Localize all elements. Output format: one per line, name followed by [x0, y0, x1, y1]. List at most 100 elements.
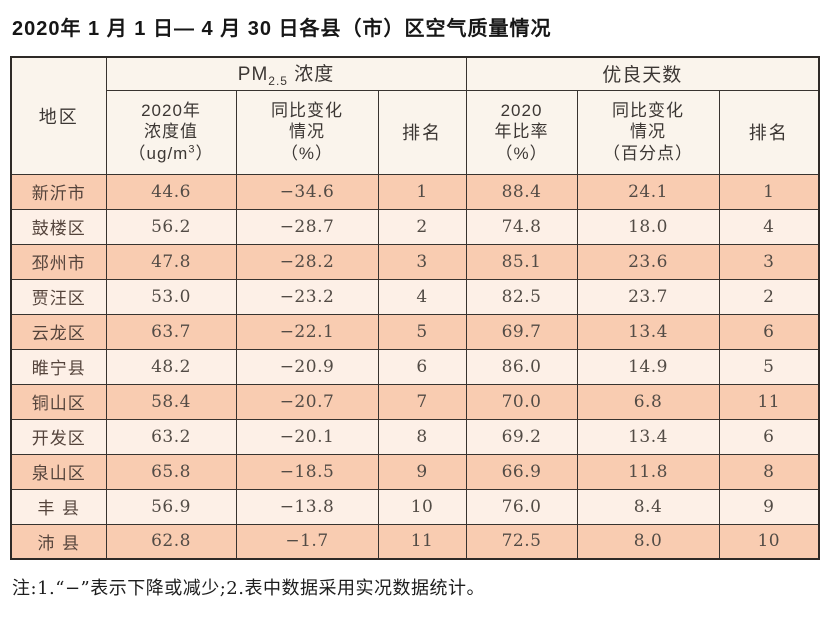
- table-row: 丰 县 56.9 −13.8 10 76.0 8.4 9: [10, 488, 820, 525]
- region-cell: 开发区: [10, 418, 107, 455]
- table-row: 铜山区 58.4 −20.7 7 70.0 6.8 11: [10, 383, 820, 420]
- ratio-rank-cell: 6: [718, 418, 820, 455]
- region-cell: 泉山区: [10, 453, 107, 490]
- col-header-pm-rank: 排名: [377, 89, 467, 175]
- region-cell: 鼓楼区: [10, 208, 107, 245]
- ratio-rank-cell: 6: [718, 313, 820, 350]
- region-cell: 丰 县: [10, 488, 107, 525]
- ratio-change-cell: 11.8: [576, 453, 720, 490]
- ratio-change-cell: 23.6: [576, 243, 720, 280]
- pm-value-cell: 63.7: [105, 313, 237, 350]
- pm-change-cell: −20.9: [235, 348, 379, 385]
- pm-change-cell: −13.8: [235, 488, 379, 525]
- ratio-rank-cell: 9: [718, 488, 820, 525]
- pm-rank-cell: 9: [377, 453, 467, 490]
- region-cell: 沛 县: [10, 523, 107, 560]
- ratio-cell: 82.5: [465, 278, 578, 315]
- region-cell: 云龙区: [10, 313, 107, 350]
- group-header-pm25: PM2.5 浓度: [105, 56, 467, 91]
- table-row: 鼓楼区 56.2 −28.7 2 74.8 18.0 4: [10, 208, 820, 245]
- pm25-label: PM2.5 浓度: [237, 64, 335, 89]
- pm-rank-cell: 3: [377, 243, 467, 280]
- pm-rank-cell: 1: [377, 173, 467, 210]
- region-cell: 铜山区: [10, 383, 107, 420]
- region-cell: 贾汪区: [10, 278, 107, 315]
- pm-change-cell: −20.7: [235, 383, 379, 420]
- pm-change-cell: −1.7: [235, 523, 379, 560]
- header-sub-row: 2020年 浓度值 （ug/m3） 同比变化 情况 （%） 排名 2020 年比…: [11, 89, 820, 175]
- ratio-change-cell: 6.8: [576, 383, 720, 420]
- air-quality-table: 地区 PM2.5 浓度 优良天数 2020年 浓度值 （ug/m3） 同比变化 …: [10, 56, 821, 560]
- ratio-change-cell: 13.4: [576, 418, 720, 455]
- col-header-ratio: 2020 年比率 （%）: [465, 89, 578, 175]
- pm-value-cell: 63.2: [105, 418, 237, 455]
- pm-rank-cell: 6: [377, 348, 467, 385]
- ratio-rank-cell: 5: [718, 348, 820, 385]
- pm-change-cell: −18.5: [235, 453, 379, 490]
- region-cell: 新沂市: [10, 173, 107, 210]
- ratio-rank-cell: 1: [718, 173, 820, 210]
- ratio-cell: 74.8: [465, 208, 578, 245]
- group-header-good-days: 优良天数: [465, 56, 820, 91]
- pm-rank-cell: 8: [377, 418, 467, 455]
- table-row: 邳州市 47.8 −28.2 3 85.1 23.6 3: [10, 243, 820, 280]
- ratio-rank-cell: 8: [718, 453, 820, 490]
- table-row: 睢宁县 48.2 −20.9 6 86.0 14.9 5: [10, 348, 820, 385]
- table-body: 新沂市 44.6 −34.6 1 88.4 24.1 1 鼓楼区 56.2 −2…: [10, 173, 820, 560]
- pm-rank-cell: 5: [377, 313, 467, 350]
- pm-value-cell: 48.2: [105, 348, 237, 385]
- pm-value-cell: 47.8: [105, 243, 237, 280]
- region-cell: 睢宁县: [10, 348, 107, 385]
- page-title: 2020年 1 月 1 日— 4 月 30 日各县（市）区空气质量情况: [12, 18, 552, 40]
- col-header-region: 地区: [10, 56, 107, 175]
- ratio-cell: 76.0: [465, 488, 578, 525]
- table-header: 地区 PM2.5 浓度 优良天数 2020年 浓度值 （ug/m3） 同比变化 …: [10, 56, 820, 175]
- pm-change-cell: −23.2: [235, 278, 379, 315]
- region-cell: 邳州市: [10, 243, 107, 280]
- ratio-change-cell: 18.0: [576, 208, 720, 245]
- col-header-pm-value: 2020年 浓度值 （ug/m3）: [105, 89, 237, 175]
- ratio-change-cell: 13.4: [576, 313, 720, 350]
- pm-change-cell: −22.1: [235, 313, 379, 350]
- ratio-rank-cell: 11: [718, 383, 820, 420]
- ratio-change-cell: 8.0: [576, 523, 720, 560]
- ratio-cell: 66.9: [465, 453, 578, 490]
- table-row: 泉山区 65.8 −18.5 9 66.9 11.8 8: [10, 453, 820, 490]
- ratio-change-cell: 23.7: [576, 278, 720, 315]
- pm-value-cell: 58.4: [105, 383, 237, 420]
- pm-value-cell: 56.9: [105, 488, 237, 525]
- pm-value-cell: 65.8: [105, 453, 237, 490]
- pm-change-cell: −28.7: [235, 208, 379, 245]
- pm-rank-cell: 7: [377, 383, 467, 420]
- table-row: 沛 县 62.8 −1.7 11 72.5 8.0 10: [10, 523, 820, 560]
- col-header-ratio-rank: 排名: [718, 89, 820, 175]
- ratio-rank-cell: 3: [718, 243, 820, 280]
- ratio-cell: 85.1: [465, 243, 578, 280]
- col-header-ratio-change: 同比变化 情况 （百分点）: [576, 89, 720, 175]
- table-row: 新沂市 44.6 −34.6 1 88.4 24.1 1: [10, 173, 820, 210]
- ratio-cell: 88.4: [465, 173, 578, 210]
- ratio-cell: 86.0: [465, 348, 578, 385]
- table-row: 贾汪区 53.0 −23.2 4 82.5 23.7 2: [10, 278, 820, 315]
- ratio-cell: 72.5: [465, 523, 578, 560]
- pm-rank-cell: 2: [377, 208, 467, 245]
- footnote: 注:1.“−”表示下降或减少;2.表中数据采用实况数据统计。: [12, 578, 485, 599]
- table-row: 开发区 63.2 −20.1 8 69.2 13.4 6: [10, 418, 820, 455]
- ratio-change-cell: 14.9: [576, 348, 720, 385]
- ratio-cell: 70.0: [465, 383, 578, 420]
- header-group-row: 地区 PM2.5 浓度 优良天数: [10, 56, 820, 175]
- ratio-rank-cell: 4: [718, 208, 820, 245]
- article-page: 2020年 1 月 1 日— 4 月 30 日各县（市）区空气质量情况 地区 P…: [10, 18, 821, 599]
- pm-change-cell: −20.1: [235, 418, 379, 455]
- ratio-change-cell: 24.1: [576, 173, 720, 210]
- pm-value-cell: 62.8: [105, 523, 237, 560]
- pm-value-cell: 44.6: [105, 173, 237, 210]
- table-row: 云龙区 63.7 −22.1 5 69.7 13.4 6: [10, 313, 820, 350]
- col-header-pm-change: 同比变化 情况 （%）: [235, 89, 379, 175]
- pm-value-cell: 56.2: [105, 208, 237, 245]
- pm-rank-cell: 11: [377, 523, 467, 560]
- pm-change-cell: −28.2: [235, 243, 379, 280]
- pm-rank-cell: 10: [377, 488, 467, 525]
- ratio-cell: 69.7: [465, 313, 578, 350]
- ratio-change-cell: 8.4: [576, 488, 720, 525]
